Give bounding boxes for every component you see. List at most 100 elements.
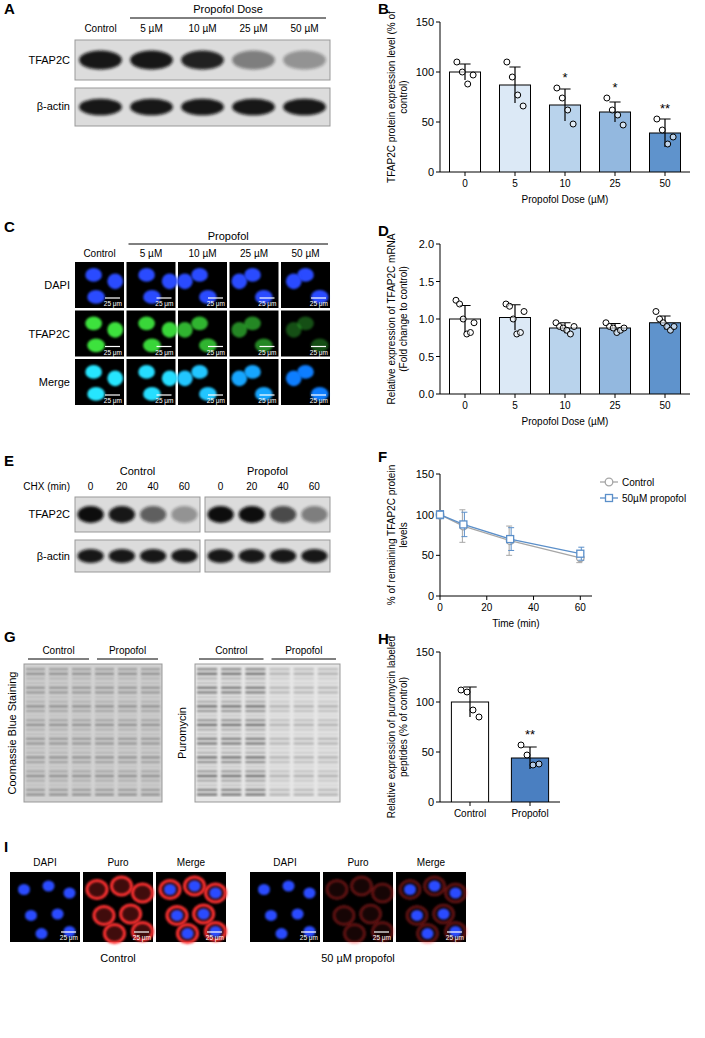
gel-band (270, 714, 290, 716)
gel-band (72, 677, 91, 679)
gel-band (49, 705, 68, 707)
x-tick (533, 596, 534, 600)
gel-band (118, 766, 137, 768)
column-label: Merge (177, 857, 206, 868)
nucleus (171, 910, 183, 921)
point (621, 325, 627, 331)
x-tick-label: 0 (462, 400, 468, 411)
gel-band (270, 770, 290, 772)
scale-bar (157, 346, 172, 347)
marker (437, 511, 444, 518)
micrograph (281, 311, 330, 357)
nucleus (182, 928, 194, 939)
gel-band (95, 775, 114, 777)
micrograph (83, 872, 153, 942)
point (518, 742, 524, 748)
gel-band (118, 752, 137, 754)
gel-band (49, 714, 68, 716)
point (464, 689, 470, 695)
y-tick-label: 50 (422, 116, 434, 128)
gel-band (318, 724, 338, 726)
legend-label: Control (622, 477, 654, 488)
nucleus (87, 387, 105, 401)
gel-band (294, 793, 314, 795)
column-label: 25 µM (240, 248, 268, 259)
gel-band (318, 677, 338, 679)
blot-background (205, 497, 330, 532)
row-label: Coomassie Blue Staining (6, 672, 18, 795)
gel-band (26, 714, 45, 716)
gel-band (294, 738, 314, 740)
gel-band (118, 793, 137, 795)
x-axis (440, 596, 592, 597)
scale-bar (105, 394, 120, 395)
y-tick-label: 0.5 (419, 351, 434, 363)
scale-bar-label: 25 μm (104, 349, 122, 357)
gel-band (72, 728, 91, 730)
group-header: Propofol (109, 645, 146, 656)
y-tick-label: 100 (416, 696, 434, 708)
nucleus (276, 928, 288, 939)
gel-band (197, 668, 217, 670)
gel-band (318, 696, 338, 698)
gel-band (197, 752, 217, 754)
scale-bar-label: 25 μm (206, 934, 224, 942)
y-tick (436, 72, 440, 73)
gel-band (245, 789, 265, 791)
cytoplasm (178, 925, 198, 943)
gel-band (270, 789, 290, 791)
gel-band (318, 668, 338, 670)
scale-bar-label: 25 μm (373, 934, 391, 942)
gel-band (26, 728, 45, 730)
gel-band (245, 752, 265, 754)
gel-band (95, 747, 114, 749)
gel-band (49, 766, 68, 768)
micrograph (178, 311, 227, 357)
nucleus (231, 322, 247, 338)
gel-band (318, 705, 338, 707)
x-tick (470, 802, 471, 806)
band (283, 50, 326, 69)
bar (450, 72, 481, 172)
lane-label: 60 (309, 481, 321, 492)
scale-bar (311, 394, 326, 395)
micrograph (178, 359, 227, 405)
band (78, 506, 104, 523)
point (559, 95, 565, 101)
nucleus (191, 268, 208, 282)
gel-band (270, 738, 290, 740)
gel-band (294, 677, 314, 679)
gel-band (270, 673, 290, 675)
gel-band (118, 696, 137, 698)
point (665, 141, 671, 147)
point (467, 330, 473, 336)
gel-band (318, 742, 338, 744)
nucleus (189, 881, 201, 892)
nucleus (404, 884, 416, 895)
gel-band (72, 710, 91, 712)
cytoplasm (167, 906, 187, 924)
gel-band (245, 756, 265, 758)
group-caption: Control (100, 952, 135, 964)
scale-bar (61, 931, 76, 932)
band (140, 549, 166, 563)
gel-band (118, 742, 137, 744)
gel-band (245, 691, 265, 693)
gel-band (221, 705, 241, 707)
y-axis (440, 474, 441, 596)
row-label: TFAP2C (28, 328, 70, 340)
gel-band (141, 756, 160, 758)
cytoplasm (407, 906, 427, 924)
lane-label: 5 µM (140, 23, 162, 34)
x-tick-label: 25 (609, 400, 621, 411)
gel-band (141, 747, 160, 749)
gel-band (95, 682, 114, 684)
gel-band (270, 719, 290, 721)
nucleus (107, 322, 123, 338)
gel-band (318, 701, 338, 703)
x-tick (465, 172, 466, 176)
scale-bar (208, 297, 223, 298)
gel-band (245, 770, 265, 772)
gel-band (49, 724, 68, 726)
gel-band (72, 701, 91, 703)
